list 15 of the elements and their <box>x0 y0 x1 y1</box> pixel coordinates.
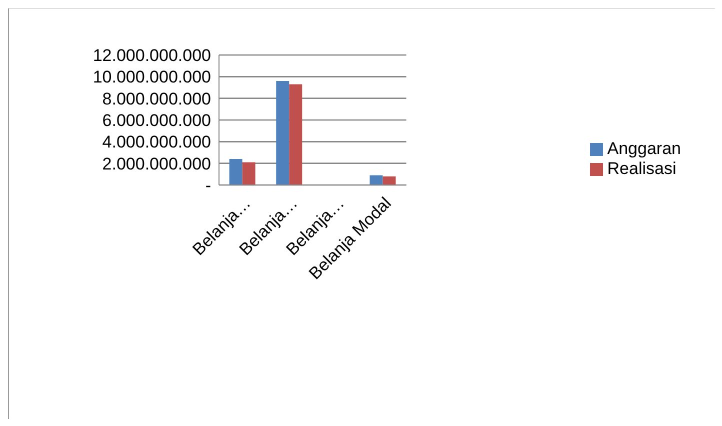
bar <box>242 162 256 185</box>
y-tick-label: 12.000.000.000 <box>92 46 211 66</box>
bar <box>289 84 302 185</box>
y-tick-label: 2.000.000.000 <box>102 154 211 174</box>
y-tick-label: 8.000.000.000 <box>102 89 211 108</box>
y-tick-label: 6.000.000.000 <box>102 111 211 130</box>
y-tick-label: 4.000.000.000 <box>102 132 211 152</box>
legend-label: Realisasi <box>607 159 676 178</box>
y-tick-label: 10.000.000.000 <box>92 68 211 87</box>
y-tick-label: - <box>205 176 211 196</box>
bar <box>370 175 383 185</box>
bar <box>276 81 290 185</box>
bar <box>382 176 396 185</box>
bar <box>229 159 242 185</box>
legend-label: Anggaran <box>607 139 681 158</box>
